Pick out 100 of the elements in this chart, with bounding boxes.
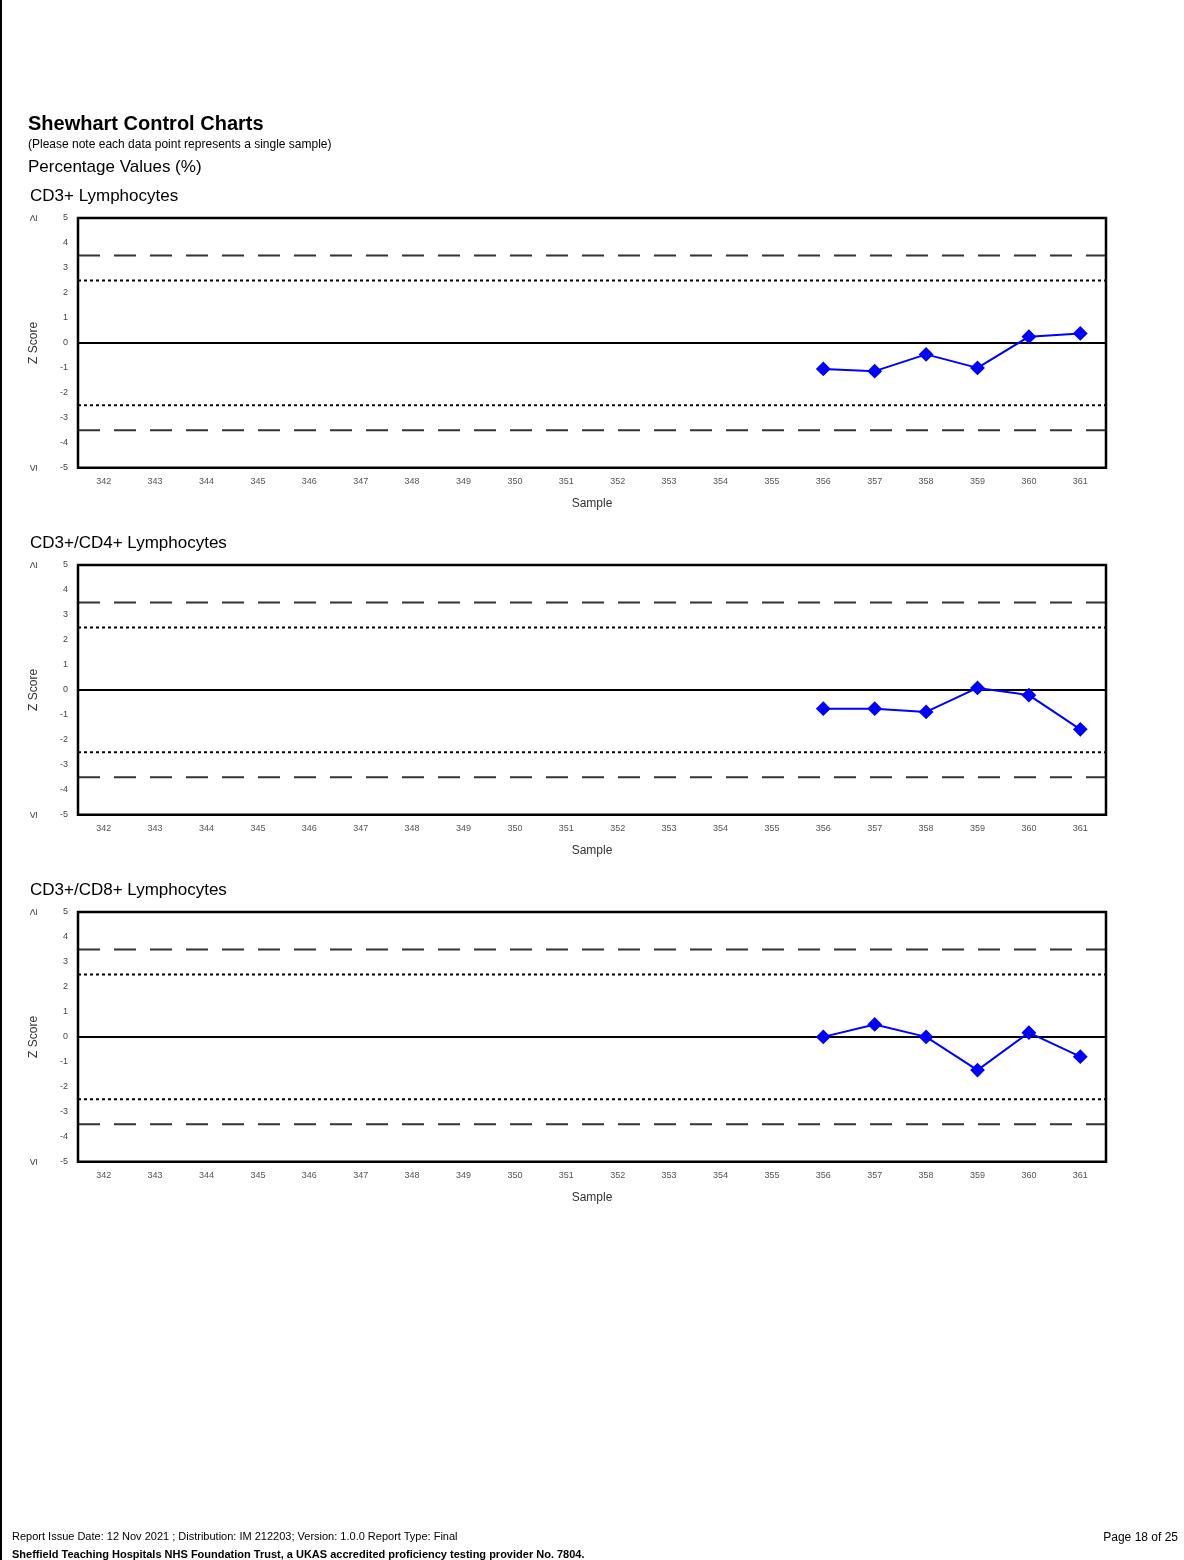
x-tick-label: 355 <box>764 475 780 486</box>
point <box>1073 722 1088 737</box>
y-tick-label: 2 <box>62 981 68 992</box>
y-tick-label: -1 <box>59 1056 68 1067</box>
point <box>867 364 882 379</box>
point <box>816 1029 831 1044</box>
y-tick-label: -2 <box>59 387 68 398</box>
y-tick-label: 3 <box>62 609 68 620</box>
y-tick-label: 0 <box>62 684 68 695</box>
x-tick-label: 360 <box>1021 822 1037 833</box>
x-tick-label: 355 <box>764 1169 780 1180</box>
x-tick-label: 358 <box>918 475 934 486</box>
text: ≥ <box>26 908 41 916</box>
point <box>970 680 985 695</box>
x-tick-label: 354 <box>712 1169 729 1180</box>
x-tick-label: 353 <box>661 822 677 833</box>
y-axis-title: Z Score <box>25 1015 40 1058</box>
x-tick-label: 357 <box>867 475 883 486</box>
y-tick-label: 5 <box>62 906 68 917</box>
y-tick-label: 1 <box>62 1006 68 1017</box>
x-tick-label: 356 <box>815 822 831 833</box>
point <box>1021 688 1036 703</box>
y-tick-label: -5 <box>59 1156 68 1167</box>
point <box>1073 326 1088 341</box>
x-tick-label: 352 <box>610 822 626 833</box>
x-tick-label: 347 <box>353 475 369 486</box>
x-tick-label: 342 <box>96 1169 112 1180</box>
text: (Please note each data point represents a single sample) <box>28 137 332 151</box>
x-tick-label: 348 <box>404 475 420 486</box>
x-tick-label: 343 <box>147 822 163 833</box>
x-tick-label: 349 <box>455 475 472 486</box>
x-tick-label: 345 <box>250 1169 266 1180</box>
x-tick-label: 353 <box>661 475 677 486</box>
x-tick-label: 351 <box>558 475 574 486</box>
y-tick-label: -5 <box>59 462 68 473</box>
x-tick-label: 347 <box>353 1169 369 1180</box>
point <box>1073 1049 1088 1064</box>
point <box>1021 329 1036 344</box>
x-tick-label: 357 <box>867 822 883 833</box>
x-tick-label: 349 <box>455 822 472 833</box>
text: Shewhart Control Charts <box>28 112 265 135</box>
point <box>1021 1025 1036 1040</box>
y-tick-label: -4 <box>59 437 68 448</box>
x-tick-label: 356 <box>815 1169 831 1180</box>
x-tick-label: 361 <box>1072 1169 1088 1180</box>
x-tick-label: 350 <box>507 822 523 833</box>
x-tick-label: 354 <box>712 475 729 486</box>
x-tick-label: 348 <box>404 1169 420 1180</box>
y-tick-label: 4 <box>62 237 68 248</box>
x-tick-label: 350 <box>507 1169 523 1180</box>
y-tick-label: 2 <box>62 287 68 298</box>
point <box>970 1063 985 1078</box>
y-tick-label: 1 <box>62 659 68 670</box>
y-tick-label: 1 <box>62 312 68 323</box>
y-tick-label: 0 <box>62 1031 68 1042</box>
x-tick-label: 360 <box>1021 475 1037 486</box>
text: ≥ <box>26 214 41 222</box>
y-tick-label: 3 <box>62 262 68 273</box>
y-axis-title: Z Score <box>25 668 40 711</box>
y-tick-label: 4 <box>62 584 68 595</box>
point <box>970 360 985 375</box>
y-tick-label: -2 <box>59 734 68 745</box>
y-tick-label: -2 <box>59 1081 68 1092</box>
x-tick-label: 343 <box>147 1169 163 1180</box>
x-tick-label: 353 <box>661 1169 677 1180</box>
x-tick-label: 342 <box>96 822 112 833</box>
x-tick-label: 356 <box>815 475 831 486</box>
point <box>919 704 934 719</box>
point <box>867 701 882 716</box>
y-tick-label: -3 <box>59 759 68 770</box>
y-tick-label: -1 <box>59 362 68 373</box>
x-tick-label: 361 <box>1072 475 1088 486</box>
x-tick-label: 359 <box>969 1169 986 1180</box>
x-tick-label: 359 <box>969 822 986 833</box>
x-tick-label: 345 <box>250 475 266 486</box>
y-tick-label: 3 <box>62 956 68 967</box>
text: ≤ <box>26 811 41 819</box>
x-tick-label: 343 <box>147 475 163 486</box>
text: Report Issue Date: 12 Nov 2021 ; Distribution: IM 212203; Version: 1.0.0 Report Type: Final <box>12 1530 458 1542</box>
x-tick-label: 351 <box>558 822 574 833</box>
x-tick-label: 349 <box>455 1169 472 1180</box>
point <box>816 361 831 376</box>
x-tick-label: 346 <box>301 475 317 486</box>
text: Percentage Values (%) <box>28 157 203 177</box>
x-tick-label: 361 <box>1072 822 1088 833</box>
x-axis-title: Sample <box>571 496 613 511</box>
chart-title: CD3+/CD8+ Lymphocytes <box>30 880 227 900</box>
x-tick-label: 344 <box>198 1169 215 1180</box>
y-tick-label: 5 <box>62 559 68 570</box>
chart-title: CD3+ Lymphocytes <box>30 186 179 206</box>
x-tick-label: 344 <box>198 822 215 833</box>
y-tick-label: -1 <box>59 709 68 720</box>
x-tick-label: 348 <box>404 822 420 833</box>
x-tick-label: 358 <box>918 1169 934 1180</box>
point <box>919 347 934 362</box>
x-axis-title: Sample <box>571 843 613 858</box>
x-tick-label: 359 <box>969 475 986 486</box>
point <box>816 701 831 716</box>
chart-title: CD3+/CD4+ Lymphocytes <box>30 533 227 553</box>
y-tick-label: -4 <box>59 784 68 795</box>
